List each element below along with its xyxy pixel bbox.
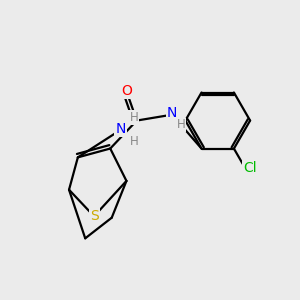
Text: H: H (129, 135, 138, 148)
Text: N: N (167, 106, 177, 120)
Text: O: O (121, 84, 132, 98)
Text: H: H (176, 118, 185, 131)
Text: H: H (129, 111, 138, 124)
Text: N: N (116, 122, 126, 136)
Text: S: S (90, 209, 98, 223)
Text: Cl: Cl (243, 161, 257, 175)
